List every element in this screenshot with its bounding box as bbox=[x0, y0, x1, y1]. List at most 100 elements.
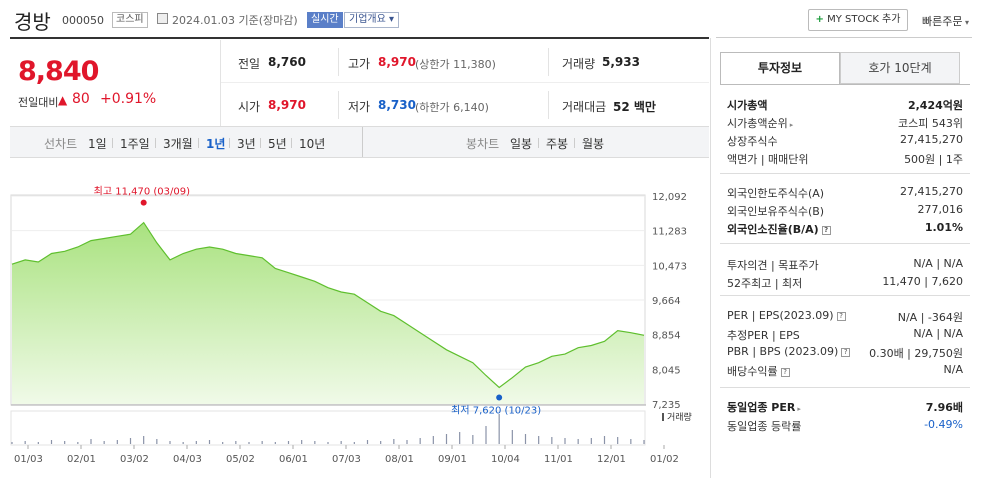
quick-order-button[interactable]: 빠른주문 ▾ bbox=[922, 13, 969, 29]
open-label: 시가 bbox=[238, 100, 261, 114]
help-icon[interactable]: ? bbox=[821, 226, 831, 235]
tab-invest-info[interactable]: 투자정보 bbox=[720, 52, 840, 84]
x-tick-label: 07/03 bbox=[332, 454, 361, 465]
period-1y[interactable]: 1년 bbox=[206, 137, 226, 151]
top-rule bbox=[10, 37, 709, 39]
add-mystock-button[interactable]: + MY STOCK 추가 bbox=[808, 9, 908, 31]
volume-bar bbox=[327, 442, 329, 444]
max-label: 최고 11,470 (03/09) bbox=[94, 186, 190, 198]
invest-row: 액면가 | 매매단위 500원 | 1주 bbox=[727, 151, 967, 167]
divider bbox=[574, 138, 575, 148]
volume-bar bbox=[419, 438, 421, 444]
open-value: 8,970 bbox=[268, 98, 306, 112]
volume-bar bbox=[50, 440, 53, 444]
volume-bar bbox=[459, 432, 461, 444]
section-divider bbox=[720, 243, 970, 244]
candle-monthly[interactable]: 월봉 bbox=[582, 137, 605, 151]
divider bbox=[338, 91, 339, 119]
x-tick-label: 05/02 bbox=[226, 454, 255, 465]
period-3m[interactable]: 3개월 bbox=[163, 137, 193, 151]
invest-row: 외국인소진율(B/A)? 1.01% bbox=[727, 221, 967, 237]
help-icon[interactable]: ? bbox=[836, 312, 846, 321]
y-tick-label: 7,235 bbox=[652, 400, 681, 411]
invest-row: 상장주식수 27,415,270 bbox=[727, 133, 967, 149]
invest-row-value: 0.30배 | 29,750원 bbox=[869, 347, 963, 360]
invest-row-value: 11,470 | 7,620 bbox=[882, 275, 963, 288]
invest-row: 투자의견 | 목표주가 N/A | N/A bbox=[727, 257, 967, 273]
y-tick-label: 11,283 bbox=[652, 227, 687, 238]
invest-row: 외국인보유주식수(B) 277,016 bbox=[727, 203, 967, 219]
volume-bar bbox=[11, 442, 13, 444]
section-divider bbox=[720, 173, 970, 174]
volume-bar bbox=[208, 440, 211, 444]
volume-legend-swatch bbox=[662, 413, 664, 421]
period-1d[interactable]: 1일 bbox=[88, 137, 107, 151]
volume-bar bbox=[485, 426, 487, 444]
divider bbox=[155, 138, 156, 148]
volume-bar bbox=[524, 434, 527, 444]
volume-bar bbox=[472, 435, 474, 444]
high-value: 8,970 bbox=[378, 55, 416, 69]
invest-row: 동일업종 등락률 -0.49% bbox=[727, 418, 967, 434]
chevron-right-icon[interactable]: ▸ bbox=[797, 405, 801, 413]
help-icon[interactable]: ? bbox=[780, 368, 790, 377]
chevron-down-icon: ▾ bbox=[962, 18, 970, 27]
invest-row: 외국인한도주식수(A) 27,415,270 bbox=[727, 185, 967, 201]
invest-row: 추정PER | EPS N/A | N/A bbox=[727, 327, 967, 343]
volume-label: 거래량 bbox=[562, 57, 596, 71]
candle-weekly[interactable]: 주봉 bbox=[546, 137, 569, 151]
volume-bar bbox=[445, 434, 448, 444]
invest-row: PER | EPS(2023.09)? N/A | -364원 bbox=[727, 309, 967, 325]
volume-bar bbox=[590, 438, 592, 444]
high-label: 고가 bbox=[348, 57, 371, 71]
volume-bar bbox=[498, 414, 500, 444]
chevron-right-icon[interactable]: ▸ bbox=[789, 121, 794, 129]
volume-bar bbox=[564, 438, 566, 444]
divider bbox=[548, 48, 549, 76]
period-1w[interactable]: 1주일 bbox=[120, 137, 150, 151]
volume-bar bbox=[577, 439, 579, 444]
invest-row: 동일업종 PER ▸ 7.96배 bbox=[727, 399, 967, 415]
x-tick-label: 11/01 bbox=[544, 454, 573, 465]
invest-row-value: 2,424억원 bbox=[907, 99, 963, 112]
divider bbox=[548, 91, 549, 119]
period-10y[interactable]: 10년 bbox=[299, 137, 326, 151]
invest-row-label: PBR | BPS (2023.09)? bbox=[727, 345, 851, 358]
volume-bar bbox=[630, 439, 632, 444]
realtime-button[interactable]: 실시간 bbox=[307, 12, 343, 28]
volume-bar bbox=[314, 441, 316, 444]
help-icon[interactable]: ? bbox=[841, 348, 851, 357]
x-tick-label: 01/02 bbox=[650, 454, 679, 465]
candle-daily[interactable]: 일봉 bbox=[510, 137, 533, 151]
current-price: 8,840 bbox=[18, 56, 99, 87]
amount-value: 52 백만 bbox=[613, 100, 656, 114]
invest-row-value: N/A | N/A bbox=[913, 257, 963, 270]
invest-row-value: 코스피 543위 bbox=[898, 117, 963, 130]
row-divider bbox=[221, 82, 709, 83]
period-3y[interactable]: 3년 bbox=[237, 137, 256, 151]
tab-orderbook[interactable]: 호가 10단계 bbox=[840, 52, 960, 84]
lower-limit: (하한가 6,140) bbox=[415, 101, 489, 114]
volume-bar bbox=[603, 436, 606, 444]
invest-row-value: -0.49% bbox=[924, 418, 963, 431]
divider bbox=[220, 40, 221, 126]
max-marker bbox=[140, 199, 147, 206]
candle-chart-label: 봉차트 bbox=[466, 137, 500, 151]
volume-bar bbox=[222, 442, 224, 444]
volume-frame bbox=[10, 410, 646, 446]
corp-overview-dropdown[interactable]: 기업개요 ▾ bbox=[344, 12, 400, 28]
divider bbox=[291, 138, 292, 148]
x-tick-label: 04/03 bbox=[173, 454, 202, 465]
divider bbox=[260, 138, 261, 148]
invest-row-value: 7.96배 bbox=[925, 401, 963, 414]
period-5y[interactable]: 5년 bbox=[268, 137, 287, 151]
invest-row-label: 추정PER | EPS bbox=[727, 329, 800, 342]
volume-bar bbox=[353, 442, 355, 444]
invest-row: 시가총액순위 ▸ 코스피 543위 bbox=[727, 115, 967, 131]
price-chart[interactable]: 12,092 11,283 10,473 9,664 8,854 8,045 7,235 0… bbox=[10, 159, 709, 478]
volume-bar bbox=[261, 441, 263, 444]
prev-label: 전일 bbox=[238, 57, 261, 71]
section-divider bbox=[720, 387, 970, 388]
line-chart-label: 선차트 bbox=[44, 137, 78, 151]
add-mystock-label: MY STOCK 추가 bbox=[827, 14, 901, 25]
